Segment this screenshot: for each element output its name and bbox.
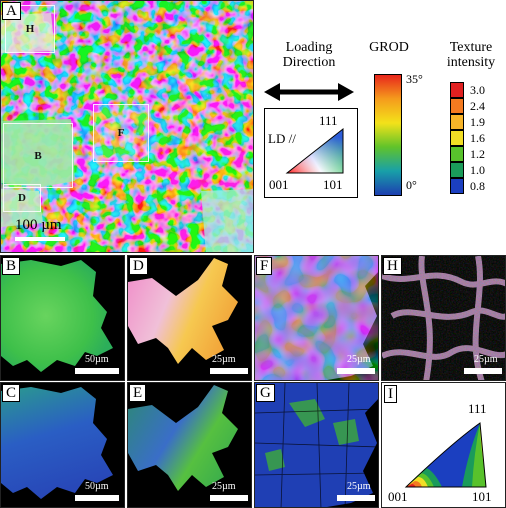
region-box-b: B [3,123,73,188]
region-label-d: D [18,192,26,204]
panel-d-map [128,258,238,364]
panel-h: H 25µm [381,255,506,381]
region-label-b: B [34,149,42,162]
panel-a-mosaic [1,1,253,252]
texture-title: Texture intensity [436,40,506,70]
ipf-key-triangle [285,127,344,174]
panel-f-map [255,256,378,380]
ipf-key-101: 101 [323,177,343,192]
panel-h-map [382,256,505,380]
texture-scale: 3.0 2.4 1.9 1.6 1.2 1.0 0.8 [450,82,506,198]
panel-e-scale-bar [210,495,248,501]
texture-swatch [450,98,464,114]
panel-i-001: 001 [388,489,408,504]
texture-level-label: 0.8 [470,179,485,193]
texture-level-label: 1.2 [470,147,485,161]
grod-color-bar [374,74,402,196]
panel-i-pole-figure [404,422,487,488]
panel-h-scale-text: 25µm [474,354,498,365]
panel-c-label: C [2,384,21,402]
grod-title: GROD [369,40,409,55]
region-box-f: F [93,104,149,162]
panel-g-scale-bar [337,495,375,501]
ipf-key-001: 001 [269,177,289,192]
panel-b-scale-bar [75,368,119,374]
texture-level-label: 1.9 [470,115,485,129]
panel-h-label: H [383,257,402,275]
panel-e-label: E [129,384,147,402]
panel-b-scale-text: 50µm [85,354,109,365]
panel-b-label: B [2,257,21,275]
panel-i: I 111 001 101 [381,382,506,508]
ipf-key-box: LD // 111 001 101 [264,108,358,198]
loading-direction-title: Loading Direction [274,40,344,70]
panel-e: E 25µm [127,382,252,508]
panel-e-map [128,385,238,491]
texture-level-label: 1.6 [470,131,485,145]
panel-b: B 50µm [0,255,125,381]
panel-f-scale-bar [337,368,375,374]
region-label-f: F [117,127,125,139]
region-box-d: D [3,184,41,212]
panel-g-scale-text: 25µm [347,481,371,492]
panel-g: G 25µm [254,382,379,508]
panel-d-label: D [129,257,148,275]
panel-a-scale-bar [15,237,65,241]
panel-c: C 50µm [0,382,125,508]
panel-f-scale-text: 25µm [347,354,371,365]
panel-i-101: 101 [472,489,492,504]
panel-d-scale-text: 25µm [212,354,236,365]
texture-title-line1: Texture [449,40,493,55]
panel-c-map [1,387,113,499]
texture-swatch [450,114,464,130]
ipf-key-ld-label: LD // [268,131,296,146]
texture-level-label: 3.0 [470,83,485,97]
panel-i-111: 111 [468,401,487,416]
panel-g-map [255,383,378,507]
panel-a-ipf-map: A H F B D 100 µm [0,0,254,253]
texture-swatch [450,130,464,146]
texture-level-label: 2.4 [470,99,485,113]
texture-swatch [450,146,464,162]
panel-g-label: G [256,384,275,402]
panel-b-map [1,260,113,372]
texture-swatch [450,162,464,178]
panel-f-label: F [256,257,273,275]
ipf-key-111: 111 [319,113,338,128]
panel-c-scale-text: 50µm [85,481,109,492]
panel-h-scale-bar [464,368,502,374]
loading-direction-line1: Loading [285,40,333,55]
panel-d: D 25µm [127,255,252,381]
texture-title-line2: intensity [446,55,496,70]
panel-a-label: A [2,2,21,20]
panel-i-label: I [384,385,397,403]
panel-f: F 25µm [254,255,379,381]
panel-c-scale-bar [75,495,119,501]
grod-max-label: 35° [406,72,423,86]
texture-level-label: 1.0 [470,163,485,177]
texture-swatch [450,178,464,194]
loading-direction-line2: Direction [282,55,336,70]
double-arrow-icon [264,83,354,101]
region-label-h: H [25,23,35,35]
panel-a-scale-text: 100 µm [15,217,62,233]
legend-area: Loading Direction LD // [256,0,506,253]
texture-swatch [450,82,464,98]
panel-d-scale-bar [210,368,248,374]
panel-e-scale-text: 25µm [212,481,236,492]
grod-min-label: 0° [406,178,417,192]
